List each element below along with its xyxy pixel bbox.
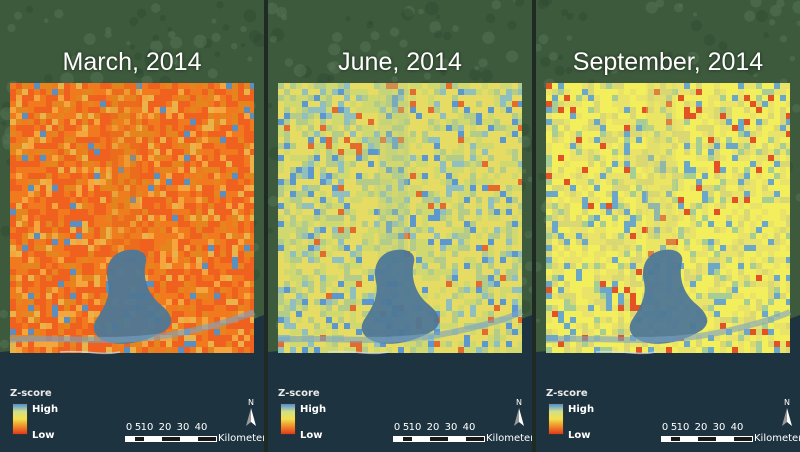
scale-tick-label: 30 xyxy=(712,422,726,433)
scale-tick-label: 0 xyxy=(661,422,669,433)
north-label: N xyxy=(248,398,254,407)
scale-bar xyxy=(393,436,485,442)
scale-tick-label: 40 xyxy=(462,422,476,433)
legend-low-label: Low xyxy=(32,430,55,441)
scale-segment xyxy=(698,437,716,441)
raster-map xyxy=(268,0,532,452)
scale-tick-label: 5 xyxy=(402,422,410,433)
scale-segment xyxy=(412,437,430,441)
panel-title: September, 2014 xyxy=(572,48,764,76)
scale-segment xyxy=(135,437,144,441)
legend-title: Z-score xyxy=(546,388,588,399)
scale-tick-label: 5 xyxy=(670,422,678,433)
scale-tick-label: 40 xyxy=(194,422,208,433)
scale-bar-labels: 0 5 10 20 30 40 xyxy=(661,422,771,434)
scale-unit: Kilometers xyxy=(218,433,264,444)
map-panel-march: March, 2014 Z-score High Low 0 5 10 20 30 40 … xyxy=(0,0,264,452)
legend-color-ramp xyxy=(548,403,564,435)
scale-tick-label: 10 xyxy=(408,422,422,433)
scale-tick-label: 20 xyxy=(694,422,708,433)
scale-bar xyxy=(661,436,753,442)
map-panel-june: June, 2014 Z-score High Low 0 5 10 20 30 40 K… xyxy=(268,0,532,452)
scale-segment xyxy=(448,437,466,441)
scale-bar xyxy=(125,436,217,442)
north-label: N xyxy=(784,398,790,407)
panel-title: June, 2014 xyxy=(338,48,462,76)
scale-segment xyxy=(662,437,671,441)
scale-tick-label: 40 xyxy=(730,422,744,433)
scale-tick-label: 30 xyxy=(176,422,190,433)
scale-unit: Kilometers xyxy=(754,433,800,444)
scale-segment xyxy=(180,437,198,441)
scale-segment xyxy=(198,437,216,441)
scale-segment xyxy=(430,437,448,441)
legend-title: Z-score xyxy=(10,388,52,399)
scale-tick-label: 20 xyxy=(158,422,172,433)
north-arrow-icon: N xyxy=(244,398,258,428)
scale-tick-label: 30 xyxy=(444,422,458,433)
scale-bar-labels: 0 5 10 20 30 40 xyxy=(393,422,503,434)
north-arrow-icon: N xyxy=(512,398,526,428)
raster-map xyxy=(536,0,800,452)
legend-color-ramp xyxy=(280,403,296,435)
scale-segment xyxy=(394,437,403,441)
map-panel-september: September, 2014 Z-score High Low 0 5 10 20 3… xyxy=(536,0,800,452)
scale-tick-label: 10 xyxy=(140,422,154,433)
scale-unit: Kilometers xyxy=(486,433,532,444)
scale-segment xyxy=(403,437,412,441)
scale-segment xyxy=(680,437,698,441)
scale-segment xyxy=(162,437,180,441)
north-label: N xyxy=(516,398,522,407)
legend-color-ramp xyxy=(12,403,28,435)
legend-high-label: High xyxy=(32,404,59,415)
scale-tick-label: 20 xyxy=(426,422,440,433)
scale-tick-label: 0 xyxy=(125,422,133,433)
raster-map xyxy=(0,0,264,452)
scale-bar-labels: 0 5 10 20 30 40 xyxy=(125,422,235,434)
scale-tick-label: 5 xyxy=(134,422,142,433)
legend-high-label: High xyxy=(300,404,327,415)
legend-low-label: Low xyxy=(568,430,591,441)
scale-segment xyxy=(126,437,135,441)
scale-segment xyxy=(716,437,734,441)
panel-title: March, 2014 xyxy=(62,48,202,76)
scale-tick-label: 10 xyxy=(676,422,690,433)
north-arrow-icon: N xyxy=(780,398,794,428)
scale-segment xyxy=(671,437,680,441)
scale-tick-label: 0 xyxy=(393,422,401,433)
scale-segment xyxy=(144,437,162,441)
scale-segment xyxy=(734,437,752,441)
legend-title: Z-score xyxy=(278,388,320,399)
legend-high-label: High xyxy=(568,404,595,415)
legend-low-label: Low xyxy=(300,430,323,441)
scale-segment xyxy=(466,437,484,441)
